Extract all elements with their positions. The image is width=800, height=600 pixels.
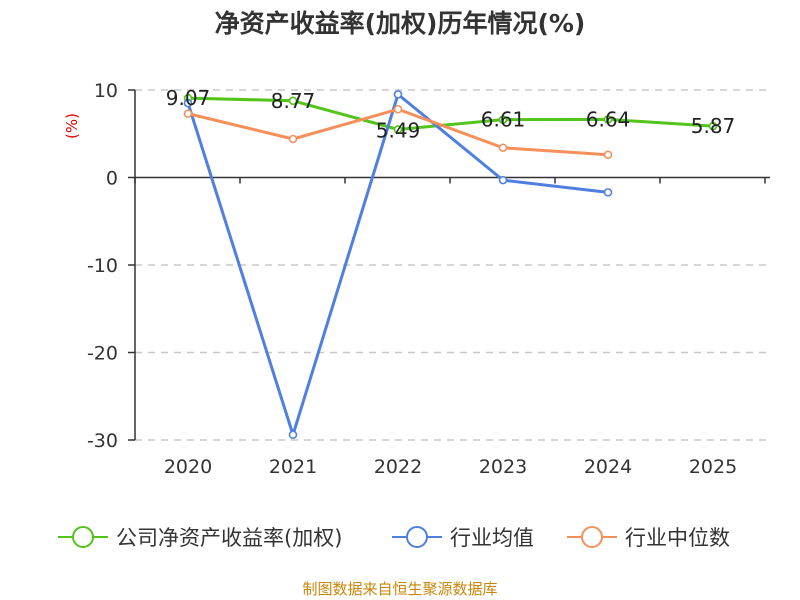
data-point xyxy=(288,96,298,106)
legend-marker xyxy=(581,526,603,548)
data-point xyxy=(708,121,718,131)
data-point xyxy=(183,98,193,108)
data-label: 8.77 xyxy=(271,89,316,113)
data-label: 5.87 xyxy=(691,114,736,138)
legend-marker xyxy=(72,526,94,548)
data-label: 6.61 xyxy=(481,108,526,132)
axes: 10 0 -10 -20 -30 2020 2021 2022 2023 2024 2025 xyxy=(87,80,770,478)
y-tick-label: -10 xyxy=(87,255,118,277)
data-label: 5.49 xyxy=(376,118,421,142)
data-point xyxy=(393,104,403,114)
data-point xyxy=(498,115,508,124)
series-layer xyxy=(183,90,718,440)
data-point xyxy=(393,90,403,99)
y-axis-label: (%) xyxy=(63,113,81,139)
data-point xyxy=(603,188,613,197)
data-labels: 9.07 8.77 5.49 6.61 6.64 5.87 xyxy=(166,86,736,142)
legend-label: 行业均值 xyxy=(450,526,534,550)
data-point xyxy=(603,150,613,160)
source-note: 制图数据来自恒生聚源数据库 xyxy=(302,580,497,598)
data-point xyxy=(183,109,193,118)
data-point xyxy=(498,143,508,153)
x-tick-label: 2024 xyxy=(584,456,632,478)
x-tick-label: 2022 xyxy=(374,456,422,478)
data-point xyxy=(288,430,298,440)
x-tick-label: 2020 xyxy=(164,456,212,478)
x-tick-label: 2021 xyxy=(269,456,317,478)
x-tick-label: 2025 xyxy=(689,456,737,478)
data-point xyxy=(498,175,508,185)
series-line xyxy=(187,96,714,131)
legend: 公司净资产收益率(加权) 行业均值 行业中位数 xyxy=(58,526,730,550)
y-tick-label: 0 xyxy=(106,168,118,190)
legend-label: 行业中位数 xyxy=(625,526,730,550)
y-tick-label: -30 xyxy=(87,430,118,452)
data-point xyxy=(288,134,298,144)
data-label: 6.64 xyxy=(586,107,631,131)
grid-lines xyxy=(135,89,770,441)
y-tick-label: 10 xyxy=(94,80,118,102)
data-label: 9.07 xyxy=(166,86,211,110)
legend-label: 公司净资产收益率(加权) xyxy=(116,526,342,550)
x-tick-label: 2023 xyxy=(479,456,527,478)
data-point xyxy=(393,125,403,134)
y-tick-label: -20 xyxy=(87,343,118,365)
chart-title: 净资产收益率(加权)历年情况(%) xyxy=(215,9,586,38)
data-point xyxy=(603,115,613,124)
legend-marker xyxy=(406,526,428,548)
